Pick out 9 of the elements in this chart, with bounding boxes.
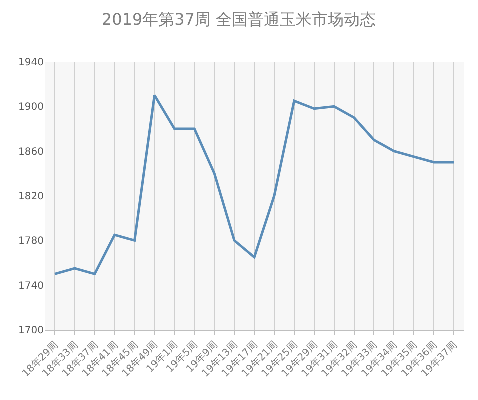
- y-tick-label: 1780: [18, 236, 44, 248]
- y-tick-label: 1740: [18, 280, 44, 292]
- y-tick-label: 1900: [18, 102, 44, 114]
- y-tick-label: 1860: [18, 146, 44, 158]
- chart-title: 2019年第37周 全国普通玉米市场动态: [102, 10, 376, 30]
- y-tick-label: 1700: [18, 326, 44, 336]
- y-tick-label: 1940: [18, 58, 44, 68]
- y-tick-label: 1820: [18, 192, 44, 202]
- line-series: [54, 94, 456, 276]
